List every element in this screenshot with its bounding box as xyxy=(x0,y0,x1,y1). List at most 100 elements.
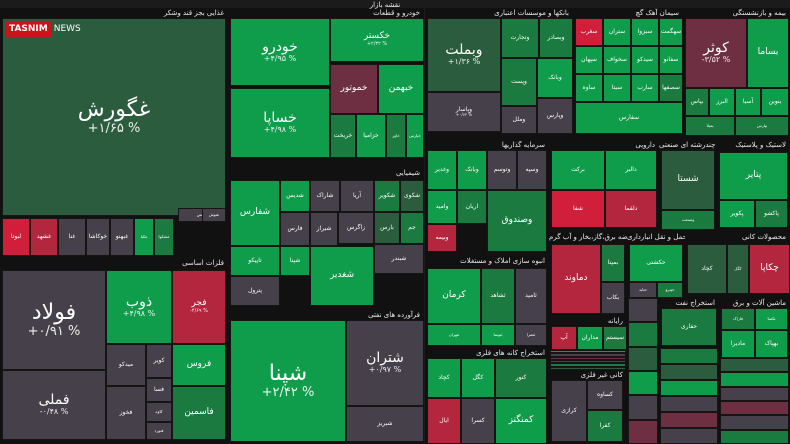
stock-tile[interactable]: خموتور xyxy=(330,64,378,114)
stock-tile[interactable]: کگل xyxy=(727,244,749,294)
stock-tile[interactable]: غبهنو xyxy=(110,218,134,256)
stock-tile[interactable]: جم xyxy=(400,212,424,244)
stock-tile[interactable]: ثنوسا xyxy=(481,324,515,346)
stock-tile[interactable]: فسا xyxy=(146,378,172,402)
stock-tile[interactable]: وصندوق xyxy=(487,190,547,252)
stock-tile[interactable]: وپست xyxy=(501,58,537,106)
stock-tile[interactable]: شغدیر xyxy=(310,246,374,306)
stock-tile[interactable]: دماوند xyxy=(551,244,601,314)
stock-tile[interactable]: ذوب +۴/۹۸ % xyxy=(106,270,172,344)
stock-tile[interactable]: وملل xyxy=(501,106,537,134)
stock-tile[interactable]: شیراز xyxy=(310,212,338,246)
stock-tile[interactable]: حتاید xyxy=(629,282,657,298)
minor-tile[interactable] xyxy=(660,428,718,444)
stock-tile[interactable]: غکیا xyxy=(134,218,154,256)
stock-tile[interactable]: سخواف xyxy=(603,46,631,74)
stock-tile[interactable]: پترول xyxy=(230,276,280,306)
stock-tile[interactable]: ثعمرا xyxy=(515,324,547,346)
stock-tile[interactable]: کچاد xyxy=(427,358,461,398)
stock-tile[interactable]: حپترو xyxy=(657,282,683,298)
stock-tile[interactable]: بپارس xyxy=(735,116,789,136)
stock-tile[interactable]: لبوتا xyxy=(2,218,30,256)
stock-tile[interactable]: کاوه xyxy=(146,402,172,422)
stock-tile[interactable]: سفانو xyxy=(659,46,683,74)
stock-tile[interactable]: وبصادر xyxy=(539,18,573,58)
stock-tile[interactable]: وبیمه xyxy=(427,224,457,252)
stock-tile[interactable]: خودرو +۴/۹۵ % xyxy=(230,18,330,86)
stock-tile[interactable]: سهگمت xyxy=(659,18,683,46)
minor-tile[interactable] xyxy=(660,364,718,380)
stock-tile[interactable]: میدکو xyxy=(106,344,146,386)
stock-tile[interactable]: ستران xyxy=(603,18,631,46)
stock-tile[interactable]: غگورش +۱/۶۵ % xyxy=(2,18,226,216)
stock-tile[interactable]: خبهمن xyxy=(378,64,424,114)
minor-tile[interactable] xyxy=(660,412,718,428)
stock-tile[interactable]: چکاپا xyxy=(749,244,790,294)
minor-tile[interactable] xyxy=(628,371,658,396)
stock-tile[interactable]: شبندر xyxy=(374,244,424,274)
stock-tile[interactable]: شبریز xyxy=(346,406,424,442)
stock-tile[interactable]: کرازی xyxy=(551,380,587,442)
stock-tile[interactable]: حکشتی xyxy=(629,244,683,282)
minor-tile[interactable] xyxy=(550,350,626,354)
stock-tile[interactable]: وبملت +۱/۳۶ % xyxy=(427,18,501,92)
minor-tile[interactable] xyxy=(720,415,789,430)
stock-tile[interactable]: وتجارت xyxy=(501,18,539,58)
stock-tile[interactable]: فاراک xyxy=(721,308,755,330)
stock-tile[interactable]: فروس xyxy=(172,344,226,386)
stock-tile[interactable]: وپارس xyxy=(537,98,573,134)
minor-tile[interactable] xyxy=(720,401,789,416)
stock-tile[interactable]: اریان xyxy=(457,190,487,224)
minor-tile[interactable] xyxy=(628,346,658,371)
stock-tile[interactable]: وسپه xyxy=(517,150,547,190)
stock-tile[interactable]: وغدیر xyxy=(427,150,457,190)
stock-tile[interactable]: بمیلا xyxy=(685,116,735,136)
stock-tile[interactable]: وپاسار +۰/۷۳ % xyxy=(427,92,501,132)
minor-tile[interactable] xyxy=(550,356,626,360)
stock-tile[interactable]: شکوی xyxy=(400,180,424,212)
stock-tile[interactable]: کنور xyxy=(495,358,547,398)
stock-tile[interactable]: خاور xyxy=(386,114,406,158)
minor-tile[interactable] xyxy=(720,372,789,387)
stock-tile[interactable]: سیدکو xyxy=(631,46,659,74)
stock-tile[interactable]: سغرب xyxy=(575,18,603,46)
stock-tile[interactable]: سصفها xyxy=(659,74,683,102)
minor-tile[interactable] xyxy=(628,419,658,444)
stock-tile[interactable]: دلقما xyxy=(605,190,657,228)
stock-tile[interactable]: پکویر xyxy=(719,200,755,228)
stock-tile[interactable]: شستا xyxy=(661,150,715,210)
minor-tile[interactable] xyxy=(628,395,658,420)
minor-tile[interactable] xyxy=(660,348,718,364)
stock-tile[interactable]: فجر -۴/۶۹ % xyxy=(172,270,226,344)
stock-tile[interactable]: ثشاهد xyxy=(481,268,515,324)
stock-tile[interactable]: خزاميا xyxy=(356,114,386,158)
stock-tile[interactable]: سفارس xyxy=(575,102,683,134)
stock-tile[interactable]: بساما xyxy=(747,18,789,88)
stock-tile[interactable]: سبزوا xyxy=(631,18,659,46)
stock-tile[interactable]: ساوه xyxy=(575,74,603,102)
minor-tile[interactable] xyxy=(550,363,626,367)
stock-tile[interactable]: آپ xyxy=(551,326,577,350)
stock-tile[interactable]: کچاد xyxy=(687,244,727,294)
stock-tile[interactable]: شکویر xyxy=(374,180,400,212)
stock-tile[interactable]: کفرا xyxy=(587,410,623,442)
stock-tile[interactable]: فولاد +۰/۹۱ % xyxy=(2,270,106,370)
minor-tile[interactable] xyxy=(550,353,626,357)
stock-tile[interactable]: غنا xyxy=(58,218,86,256)
stock-tile[interactable]: شپنا xyxy=(280,246,310,276)
minor-tile[interactable] xyxy=(720,358,789,373)
stock-tile[interactable]: کسرا xyxy=(461,398,495,444)
minor-tile[interactable] xyxy=(628,322,658,347)
stock-tile[interactable]: خکستر +۲/۳۲ % xyxy=(330,18,424,62)
stock-tile[interactable]: شتران +۰/۹۷ % xyxy=(346,320,424,406)
stock-tile[interactable]: بهپاک xyxy=(755,330,788,358)
stock-tile[interactable]: کگل xyxy=(461,358,495,398)
stock-tile[interactable]: وصنعت xyxy=(661,210,715,230)
stock-tile[interactable]: ایال xyxy=(427,398,461,444)
stock-tile[interactable]: سیستم xyxy=(603,326,627,350)
stock-tile[interactable]: پاکشو xyxy=(755,200,788,228)
stock-tile[interactable]: حفاری xyxy=(661,308,717,346)
stock-tile[interactable]: غشکوا xyxy=(154,218,174,256)
stock-tile[interactable]: شفارس xyxy=(230,180,280,246)
minor-tile[interactable] xyxy=(720,429,789,444)
